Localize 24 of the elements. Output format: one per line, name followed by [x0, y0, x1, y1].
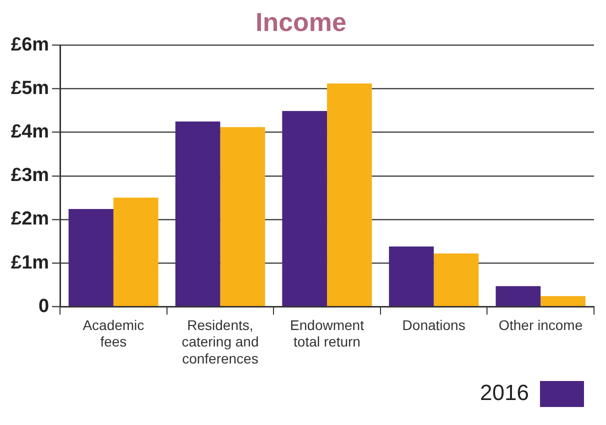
x-tick-label: Endowment total return [290, 316, 364, 350]
bar [175, 121, 220, 306]
bar [220, 127, 266, 306]
legend-label: 2016 [480, 380, 529, 406]
y-tick-label: £6m [10, 34, 50, 56]
bar [388, 246, 434, 306]
bar [327, 84, 372, 306]
x-tick-label: Donations [402, 316, 466, 333]
x-tick-label: Residents, catering and conferences [182, 316, 259, 366]
y-tick-label: £1m [10, 252, 50, 274]
bar [282, 110, 328, 306]
bar [434, 253, 479, 306]
bar [496, 286, 541, 306]
y-tick-label: £3m [10, 165, 50, 186]
y-tick-label: £5m [10, 78, 50, 99]
x-tick-label: Academic fees [82, 316, 144, 350]
bar [540, 296, 586, 306]
y-tick-label: £2m [10, 208, 50, 230]
x-tick-label: Other income [498, 316, 583, 333]
bar [68, 209, 114, 306]
bar [113, 198, 158, 306]
y-tick-label: 0 [38, 296, 50, 317]
chart-title: Income [255, 6, 347, 37]
y-tick-label: £4m [10, 122, 50, 143]
